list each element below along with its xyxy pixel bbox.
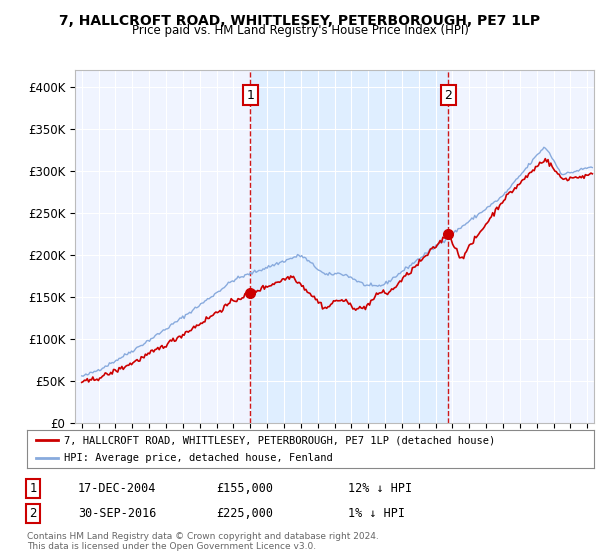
Text: Price paid vs. HM Land Registry's House Price Index (HPI): Price paid vs. HM Land Registry's House … (131, 24, 469, 38)
Text: 1: 1 (29, 482, 37, 495)
Text: 30-SEP-2016: 30-SEP-2016 (78, 507, 157, 520)
Text: £155,000: £155,000 (216, 482, 273, 495)
Text: 1: 1 (247, 88, 254, 102)
Text: £225,000: £225,000 (216, 507, 273, 520)
Bar (250, 70, 448, 423)
Text: 2: 2 (445, 88, 452, 102)
Text: Contains HM Land Registry data © Crown copyright and database right 2024.
This d: Contains HM Land Registry data © Crown c… (27, 532, 379, 551)
Text: HPI: Average price, detached house, Fenland: HPI: Average price, detached house, Fenl… (64, 453, 332, 463)
Text: 7, HALLCROFT ROAD, WHITTLESEY, PETERBOROUGH, PE7 1LP: 7, HALLCROFT ROAD, WHITTLESEY, PETERBORO… (59, 14, 541, 28)
Text: 1% ↓ HPI: 1% ↓ HPI (348, 507, 405, 520)
Text: 2: 2 (29, 507, 37, 520)
Text: 17-DEC-2004: 17-DEC-2004 (78, 482, 157, 495)
Text: 12% ↓ HPI: 12% ↓ HPI (348, 482, 412, 495)
Text: 7, HALLCROFT ROAD, WHITTLESEY, PETERBOROUGH, PE7 1LP (detached house): 7, HALLCROFT ROAD, WHITTLESEY, PETERBORO… (64, 435, 495, 445)
